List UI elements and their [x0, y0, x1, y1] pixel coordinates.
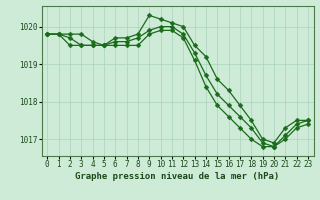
X-axis label: Graphe pression niveau de la mer (hPa): Graphe pression niveau de la mer (hPa): [76, 172, 280, 181]
